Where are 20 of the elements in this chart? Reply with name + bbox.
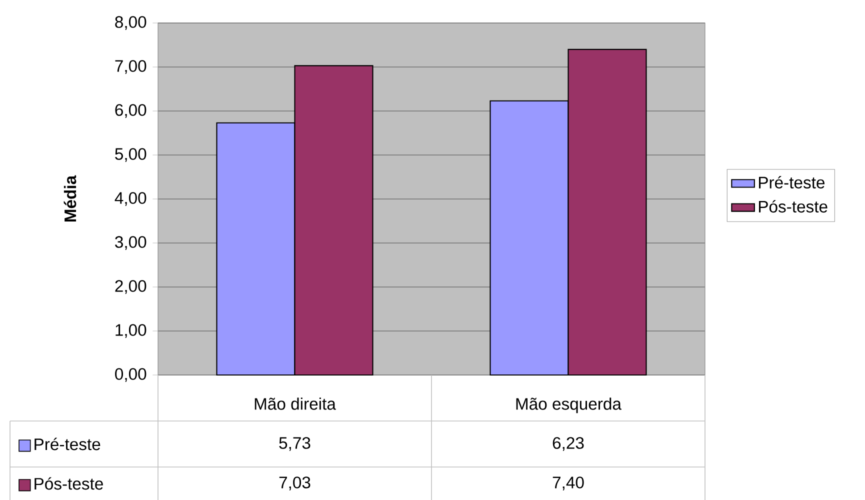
y-tick-label: 0,00 — [115, 368, 146, 382]
y-axis-title: Média — [64, 175, 76, 222]
data-label: 7,40 — [552, 476, 584, 490]
data-label: 7,03 — [279, 476, 310, 490]
x-tick-label: Mão esquerda — [516, 398, 622, 414]
y-tick-label: 8,00 — [115, 16, 146, 30]
y-tick-label: 2,00 — [115, 280, 146, 294]
y-tick-label: 6,00 — [115, 104, 146, 118]
y-tick-label: 1,00 — [116, 324, 146, 338]
text: Pós-teste — [34, 477, 103, 490]
y-tick-label: 5,00 — [115, 148, 146, 162]
text: Pré-teste — [758, 176, 825, 188]
y-tick-label: 3,00 — [115, 236, 146, 250]
x-tick-label: Mão direita — [254, 398, 336, 410]
y-tick-label: 7,00 — [115, 60, 146, 74]
y-tick-label: 4,00 — [114, 192, 146, 206]
legend-label: Pós-teste — [758, 200, 828, 213]
legend-label: Pré-teste — [34, 438, 100, 450]
data-label: 5,73 — [279, 437, 310, 451]
data-label: 6,23 — [552, 437, 584, 451]
